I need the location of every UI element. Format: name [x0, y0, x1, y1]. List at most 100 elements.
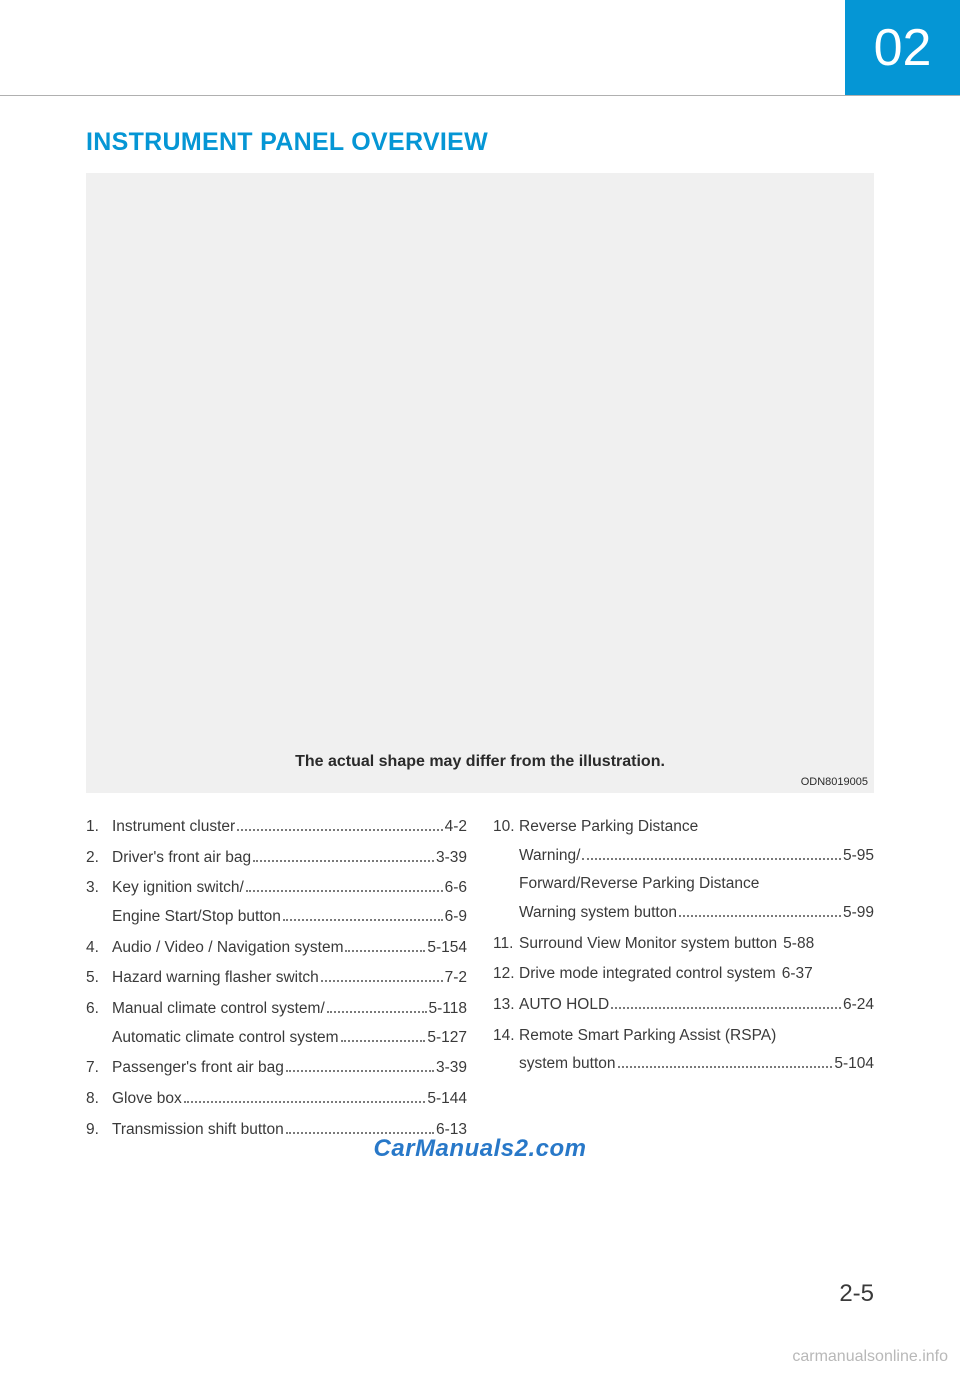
- item-number: 11.: [493, 930, 519, 959]
- item-number: 13.: [493, 991, 519, 1020]
- item-number: 9.: [86, 1116, 112, 1145]
- index-item: 14.Remote Smart Parking Assist (RSPA)sys…: [493, 1022, 874, 1079]
- item-text: Surround View Monitor system button 5-88: [519, 930, 874, 959]
- leader-dots: [611, 1007, 841, 1009]
- index-label: Instrument cluster: [112, 813, 235, 842]
- index-label: Warning system button: [519, 899, 677, 928]
- page-number: 2-5: [839, 1280, 874, 1308]
- index-line: Hazard warning flasher switch7-2: [112, 964, 467, 993]
- index-item: 11.Surround View Monitor system button 5…: [493, 930, 874, 959]
- item-number: 6.: [86, 995, 112, 1052]
- index-item: 8.Glove box5-144: [86, 1085, 467, 1114]
- index-item: 13.AUTO HOLD6-24: [493, 991, 874, 1020]
- item-text: Glove box5-144: [112, 1085, 467, 1114]
- index-page: 6-13: [436, 1116, 467, 1145]
- item-text: Remote Smart Parking Assist (RSPA)system…: [519, 1022, 874, 1079]
- header-divider: [0, 95, 960, 96]
- index-page: 6-6: [445, 874, 467, 903]
- index-page: 6-37: [782, 960, 813, 989]
- chapter-tab: 02: [845, 0, 960, 95]
- index-item: 3.Key ignition switch/6-6Engine Start/St…: [86, 874, 467, 931]
- index-label: Surround View Monitor system button: [519, 930, 777, 959]
- item-number: 14.: [493, 1022, 519, 1079]
- index-line: AUTO HOLD6-24: [519, 991, 874, 1020]
- index-page: 5-127: [427, 1024, 467, 1053]
- index-line: Remote Smart Parking Assist (RSPA): [519, 1022, 874, 1051]
- leader-dots: [345, 950, 425, 952]
- item-number: 10.: [493, 813, 519, 928]
- index-item: 5.Hazard warning flasher switch7-2: [86, 964, 467, 993]
- item-text: AUTO HOLD6-24: [519, 991, 874, 1020]
- index-item: 7.Passenger's front air bag3-39: [86, 1054, 467, 1083]
- section-title: INSTRUMENT PANEL OVERVIEW: [86, 128, 874, 157]
- index-line: Key ignition switch/6-6: [112, 874, 467, 903]
- item-number: 7.: [86, 1054, 112, 1083]
- right-column: 10.Reverse Parking DistanceWarning/5-95 F…: [493, 813, 874, 1146]
- index-line: Audio / Video / Navigation system5-154: [112, 934, 467, 963]
- leader-dots: [618, 1066, 833, 1068]
- index-label: Reverse Parking Distance: [519, 813, 698, 842]
- index-line: Forward/Reverse Parking Distance: [519, 870, 874, 899]
- leader-dots: [283, 919, 443, 921]
- index-label: Manual climate control system/: [112, 995, 325, 1024]
- leader-dots: [679, 915, 841, 917]
- index-line: Drive mode integrated control system 6-3…: [519, 960, 874, 989]
- item-text: Audio / Video / Navigation system5-154: [112, 934, 467, 963]
- index-item: 10.Reverse Parking DistanceWarning/5-95 F…: [493, 813, 874, 928]
- index-line: system button5-104: [519, 1050, 874, 1079]
- item-text: Driver's front air bag 3-39: [112, 844, 467, 873]
- index-page: 7-2: [445, 964, 467, 993]
- illustration-code: ODN8019005: [801, 776, 868, 788]
- item-text: Drive mode integrated control system 6-3…: [519, 960, 874, 989]
- index-label: Glove box: [112, 1085, 182, 1114]
- index-label: Warning/: [519, 842, 580, 871]
- index-page: 5-99: [843, 899, 874, 928]
- index-label: Audio / Video / Navigation system: [112, 934, 343, 963]
- index-line: Engine Start/Stop button 6-9: [112, 903, 467, 932]
- leader-dots: [286, 1070, 434, 1072]
- leader-dots: [253, 860, 434, 862]
- index-item: 2.Driver's front air bag 3-39: [86, 844, 467, 873]
- item-number: 3.: [86, 874, 112, 931]
- left-column: 1.Instrument cluster4-22.Driver's front …: [86, 813, 467, 1146]
- item-text: Hazard warning flasher switch7-2: [112, 964, 467, 993]
- index-line: Transmission shift button 6-13: [112, 1116, 467, 1145]
- index-item: 9.Transmission shift button 6-13: [86, 1116, 467, 1145]
- leader-dots: [184, 1101, 426, 1103]
- leader-dots: [327, 1011, 427, 1013]
- item-number: 5.: [86, 964, 112, 993]
- index-page: 5-95: [843, 842, 874, 871]
- index-columns: 1.Instrument cluster4-22.Driver's front …: [86, 813, 874, 1146]
- leader-dots: [341, 1040, 426, 1042]
- index-label: Drive mode integrated control system: [519, 960, 776, 989]
- index-label: Transmission shift button: [112, 1116, 284, 1145]
- leader-dots: [321, 980, 443, 982]
- leader-dots: [246, 890, 443, 892]
- page-content: INSTRUMENT PANEL OVERVIEW The actual sha…: [86, 128, 874, 1146]
- item-text: Key ignition switch/6-6Engine Start/Stop…: [112, 874, 467, 931]
- index-item: 1.Instrument cluster4-2: [86, 813, 467, 842]
- index-label: Driver's front air bag: [112, 844, 251, 873]
- item-number: 2.: [86, 844, 112, 873]
- item-text: Instrument cluster 4-2: [112, 813, 467, 842]
- index-page: 5-88: [783, 930, 814, 959]
- index-item: 12.Drive mode integrated control system …: [493, 960, 874, 989]
- index-line: Instrument cluster 4-2: [112, 813, 467, 842]
- index-label: Automatic climate control system: [112, 1024, 339, 1053]
- index-line: Reverse Parking Distance: [519, 813, 874, 842]
- index-label: Forward/Reverse Parking Distance: [519, 870, 759, 899]
- index-page: 3-39: [436, 844, 467, 873]
- item-text: Passenger's front air bag3-39: [112, 1054, 467, 1083]
- index-label: Engine Start/Stop button: [112, 903, 281, 932]
- item-text: Reverse Parking DistanceWarning/5-95 Forw…: [519, 813, 874, 928]
- index-line: Glove box5-144: [112, 1085, 467, 1114]
- index-page: 4-2: [445, 813, 467, 842]
- index-line: Surround View Monitor system button 5-88: [519, 930, 874, 959]
- leader-dots: [286, 1132, 434, 1134]
- leader-dots: [582, 858, 841, 860]
- index-label: system button: [519, 1050, 616, 1079]
- index-page: 6-9: [445, 903, 467, 932]
- item-text: Transmission shift button 6-13: [112, 1116, 467, 1145]
- index-line: Automatic climate control system 5-127: [112, 1024, 467, 1053]
- index-page: 6-24: [843, 991, 874, 1020]
